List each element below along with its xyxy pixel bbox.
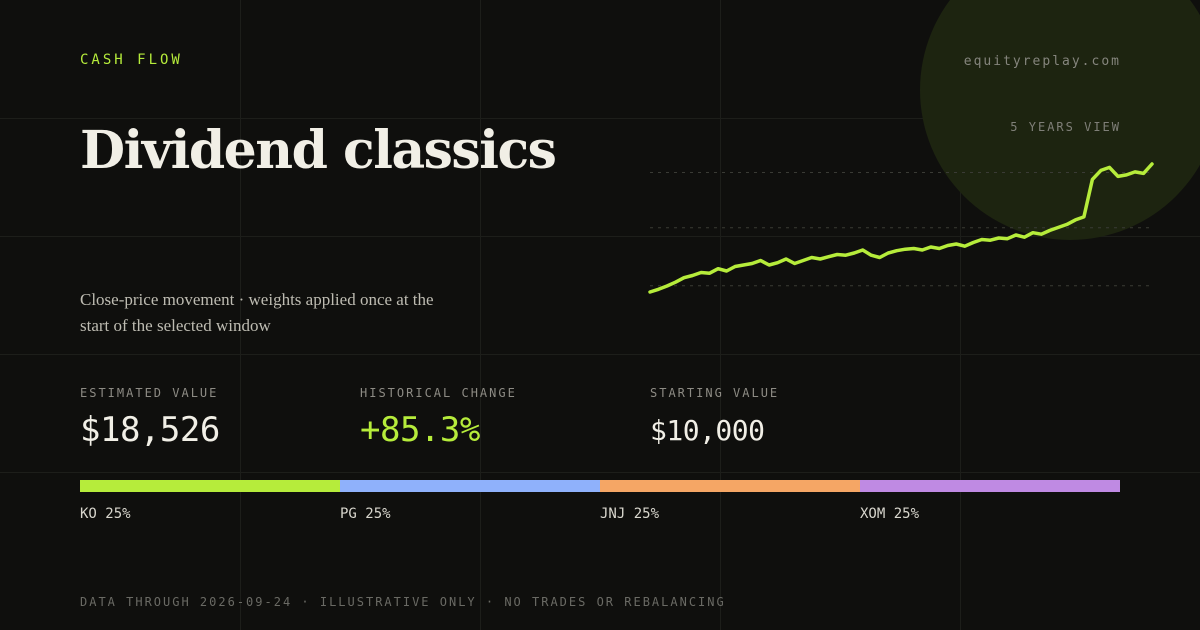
starting-value-stat: STARTING VALUE $10,000 — [650, 386, 779, 447]
historical-change-label: HISTORICAL CHANGE — [360, 386, 517, 400]
footer-disclaimer: DATA THROUGH 2026-09-24 · ILLUSTRATIVE O… — [80, 595, 726, 609]
estimated-value-label: ESTIMATED VALUE — [80, 386, 219, 400]
estimated-value: $18,526 — [80, 410, 220, 450]
historical-change-value: +85.3% — [360, 410, 480, 450]
allocation-segment-jnj — [600, 480, 860, 492]
range-label: 5 YEARS VIEW — [1010, 120, 1121, 134]
allocation-label-xom: XOM 25% — [860, 506, 920, 522]
allocation-label-ko: KO 25% — [80, 506, 131, 522]
allocation-bar — [80, 480, 1120, 492]
allocation-label-pg: PG 25% — [340, 506, 391, 522]
allocation-label-jnj: JNJ 25% — [600, 506, 660, 522]
performance-chart — [648, 162, 1154, 294]
page-title: Dividend classics — [80, 120, 557, 181]
category-eyebrow: CASH FLOW — [80, 52, 183, 68]
estimated-value-stat: ESTIMATED VALUE $18,526 — [80, 386, 220, 450]
historical-change-stat: HISTORICAL CHANGE +85.3% — [360, 386, 517, 450]
allocation-segment-pg — [340, 480, 600, 492]
chart-series-line — [648, 162, 1154, 294]
starting-value: $10,000 — [650, 414, 765, 447]
allocation-legend: KO 25% PG 25% JNJ 25% XOM 25% — [80, 506, 1120, 522]
page-subtitle: Close-price movement · weights applied o… — [80, 290, 434, 335]
site-domain: equityreplay.com — [963, 54, 1121, 69]
allocation-segment-xom — [860, 480, 1120, 492]
allocation-segment-ko — [80, 480, 340, 492]
starting-value-label: STARTING VALUE — [650, 386, 780, 400]
